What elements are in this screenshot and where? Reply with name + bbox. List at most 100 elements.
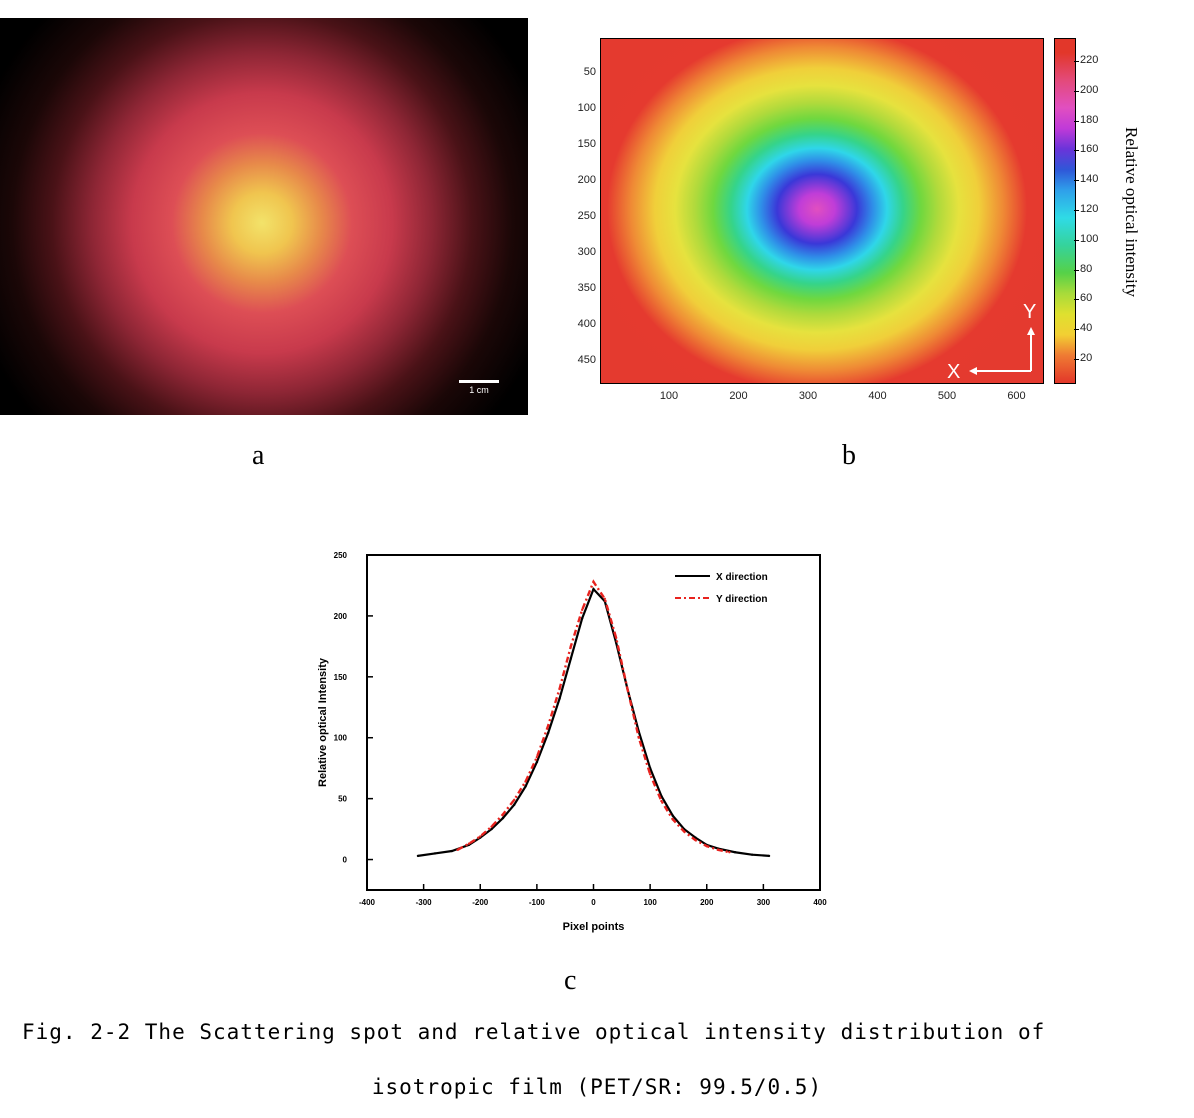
map-x-tick: 400	[868, 390, 887, 402]
y-tick-label: 0	[343, 856, 348, 865]
colorbar-tick: 100	[1080, 232, 1099, 245]
axis-x-label: X	[947, 361, 961, 383]
series-line-y-direction	[457, 579, 730, 854]
legend-label: X direction	[716, 572, 768, 583]
data-point	[524, 780, 527, 783]
data-point	[592, 587, 595, 591]
y-tick-label: 50	[338, 795, 347, 804]
y-tick-label: 250	[334, 551, 348, 560]
colorbar-title: Relative optical intensity	[1122, 127, 1141, 297]
data-point	[660, 799, 663, 803]
colorbar-tick: 160	[1080, 143, 1099, 156]
panel-c-letter: c	[564, 965, 577, 996]
intensity-map: X Y	[600, 38, 1044, 384]
colorbar-tick-mark	[1074, 210, 1079, 211]
map-x-tick: 600	[1007, 390, 1026, 402]
data-point	[490, 827, 493, 831]
map-y-tick: 350	[577, 282, 596, 294]
data-point	[671, 818, 674, 821]
colorbar-tick: 60	[1080, 292, 1093, 305]
data-point	[580, 608, 584, 612]
data-point	[433, 852, 437, 855]
data-point	[535, 760, 539, 764]
colorbar-tick: 220	[1080, 54, 1099, 66]
y-tick-label: 150	[334, 673, 348, 682]
colorbar-tick-mark	[1074, 269, 1079, 271]
figure-caption-line2: isotropic film (PET/SR: 99.5/0.5)	[371, 1075, 823, 1099]
data-point	[705, 844, 708, 848]
data-point	[456, 848, 459, 851]
scattering-spot-photo: 1 cm	[0, 18, 528, 415]
data-point	[767, 854, 771, 858]
data-point	[569, 645, 573, 648]
map-y-tick: 450	[577, 354, 596, 366]
data-point	[501, 813, 505, 816]
y-tick-label: 100	[334, 734, 348, 743]
map-y-tick: 50	[583, 66, 596, 78]
axis-y-label: Y	[1023, 301, 1037, 323]
colorbar-tick-mark	[1074, 239, 1079, 241]
figure-caption-line1: Fig. 2-2 The Scattering spot and relativ…	[22, 1020, 1046, 1044]
data-point	[682, 830, 686, 833]
map-y-tick: 200	[577, 174, 596, 186]
colorbar-tick: 20	[1080, 352, 1093, 364]
colorbar-tick: 80	[1080, 262, 1093, 275]
colorbar-tick: 120	[1080, 203, 1099, 215]
colorbar-tick-mark	[1074, 150, 1079, 152]
x-tick-label: -400	[359, 898, 376, 907]
axis-arrows	[969, 327, 1035, 375]
scale-bar	[459, 380, 499, 383]
colorbar-tick-mark	[1074, 180, 1079, 182]
x-tick-label: 200	[700, 898, 714, 907]
data-point	[580, 617, 584, 620]
x-tick-label: -200	[472, 898, 489, 907]
data-point	[592, 580, 595, 583]
data-point	[648, 773, 652, 776]
data-point	[733, 851, 737, 854]
colorbar-tick: 200	[1080, 83, 1099, 96]
y-tick-label: 200	[334, 612, 348, 621]
colorbar	[1054, 38, 1076, 384]
panel-a-letter: a	[252, 440, 265, 471]
data-point	[603, 597, 607, 601]
x-tick-label: 400	[813, 898, 827, 907]
data-point	[558, 687, 561, 691]
panel-b-letter: b	[842, 440, 856, 471]
map-x-tick: 500	[937, 390, 957, 402]
data-point	[535, 756, 539, 759]
data-point	[547, 724, 550, 727]
data-point	[513, 803, 516, 806]
colorbar-tick: 140	[1080, 173, 1099, 186]
data-point	[524, 785, 527, 788]
x-axis-label: Pixel points	[563, 921, 625, 933]
map-y-tick: 150	[577, 138, 596, 150]
data-point	[626, 687, 629, 691]
data-point	[467, 842, 471, 845]
colorbar-tick-mark	[1074, 61, 1079, 62]
map-x-tick: 100	[659, 390, 679, 402]
data-point	[569, 657, 573, 660]
map-x-tick: 300	[798, 390, 818, 402]
y-axis-label: Relative optical Intensity	[317, 657, 329, 787]
scale-bar-label: 1 cm	[469, 385, 489, 395]
colorbar-tick: 180	[1080, 113, 1099, 126]
data-point	[490, 825, 493, 828]
map-y-tick: 250	[577, 210, 596, 222]
data-point	[614, 636, 618, 640]
data-point	[450, 849, 454, 853]
data-point	[637, 736, 640, 739]
colorbar-tick: 40	[1080, 322, 1093, 335]
data-point	[501, 816, 505, 820]
data-point	[547, 731, 550, 735]
map-y-tick: 100	[577, 102, 596, 114]
data-point	[416, 854, 420, 858]
map-y-tick: 400	[577, 318, 596, 330]
x-tick-label: -300	[416, 898, 433, 907]
data-point	[728, 851, 731, 854]
colorbar-tick-mark	[1074, 90, 1079, 92]
map-y-tick: 300	[577, 246, 596, 258]
data-point	[479, 835, 482, 838]
data-point	[716, 848, 720, 851]
map-x-tick: 200	[729, 390, 748, 402]
data-point	[513, 798, 516, 802]
